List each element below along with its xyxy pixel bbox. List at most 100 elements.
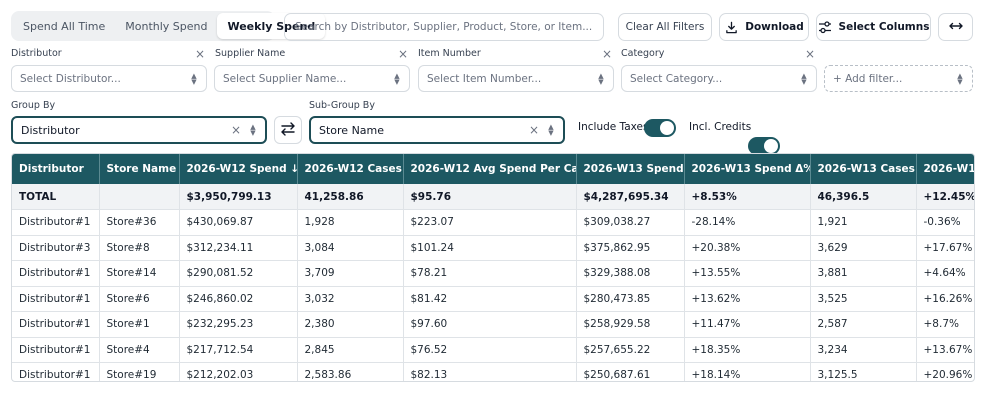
table-cell: $309,038.27 (576, 209, 685, 236)
clear-group-by-icon[interactable]: × (230, 123, 241, 137)
table-cell: 2,380 (297, 311, 404, 338)
supplier-filter-remove-icon[interactable]: × (398, 47, 409, 61)
category-filter-remove-icon[interactable]: × (805, 47, 816, 61)
chevron-up-down-icon: ▲ ▼ (801, 71, 807, 86)
column-header-w13-cases-delta[interactable]: 2026-W13 (916, 154, 974, 184)
chevron-up-down-icon: ▲ ▼ (191, 71, 197, 86)
table-cell: $217,712.54 (179, 337, 298, 363)
table-cell: $81.42 (403, 286, 577, 312)
table-cell: +18.14% (684, 362, 811, 381)
table-row[interactable]: Distributor#1 Store#4 $217,712.54 2,845 $76.… (12, 337, 974, 363)
item-number-filter-remove-icon[interactable]: × (602, 47, 613, 61)
swap-groups-button[interactable] (274, 116, 302, 144)
column-header-w12-spend[interactable]: 2026-W12 Spend ↓ (179, 154, 298, 184)
distributor-filter-label: Distributor (11, 48, 62, 59)
tab-monthly-spend[interactable]: Monthly Spend (125, 19, 208, 33)
table-cell: 2,845 (297, 337, 404, 363)
chevron-up-down-icon: ▲ ▼ (957, 71, 963, 86)
table-cell: Distributor#1 (12, 337, 100, 363)
table-cell: $246,860.02 (179, 286, 298, 312)
table-cell: Distributor#1 (12, 260, 100, 287)
include-taxes-toggle[interactable] (644, 119, 676, 137)
column-header-w12-cases[interactable]: 2026-W12 Cases (297, 154, 404, 184)
chevron-up-down-icon: ▲ ▼ (394, 71, 400, 86)
group-by-value: Distributor (21, 123, 80, 137)
expand-width-button[interactable] (938, 13, 973, 41)
distributor-filter-remove-icon[interactable]: × (195, 47, 206, 61)
add-filter-label: + Add filter... (833, 72, 903, 85)
table-row[interactable]: Distributor#1 Store#6 $246,860.02 3,032 $81.… (12, 286, 974, 312)
table-cell: +17.67% (916, 235, 974, 261)
clear-filters-button[interactable]: Clear All Filters (618, 13, 712, 41)
column-header-w13-cases[interactable]: 2026-W13 Cases (810, 154, 917, 184)
table-cell: $258,929.58 (576, 311, 685, 338)
table-cell: $78.21 (403, 260, 577, 287)
table-cell (99, 184, 180, 210)
total-row: TOTAL $3,950,799.13 41,258.86 $95.76 $4,… (12, 184, 974, 210)
column-header-w13-spend-delta[interactable]: 2026-W13 Spend Δ% (684, 154, 811, 184)
table-cell: $4,287,695.34 (576, 184, 685, 210)
column-header-w12-avg-spend[interactable]: 2026-W12 Avg Spend Per Case (403, 154, 577, 184)
chevron-up-down-icon: ▲ ▼ (250, 123, 256, 137)
table-cell: +4.64% (916, 260, 974, 287)
tab-spend-all-time[interactable]: Spend All Time (23, 19, 106, 33)
table-cell: $97.60 (403, 311, 577, 338)
table-cell: $375,862.95 (576, 235, 685, 261)
table-row[interactable]: Distributor#1 Store#1 $232,295.23 2,380 $97.… (12, 311, 974, 338)
table-cell: $430,069.87 (179, 209, 298, 236)
distributor-select-placeholder: Select Distributor... (20, 72, 121, 85)
search-input[interactable] (295, 21, 593, 33)
table-cell: +13.55% (684, 260, 811, 287)
table-cell: $212,202.03 (179, 362, 298, 381)
clear-filters-label: Clear All Filters (625, 21, 705, 33)
table-cell: 41,258.86 (297, 184, 404, 210)
incl-credits-label: Incl. Credits (689, 121, 752, 133)
table-cell: $329,388.08 (576, 260, 685, 287)
incl-credits-toggle[interactable] (748, 137, 780, 155)
table-row[interactable]: Distributor#1 Store#14 $290,081.52 3,709 $78… (12, 260, 974, 287)
table-cell: +18.35% (684, 337, 811, 363)
table-cell: $76.52 (403, 337, 577, 363)
download-icon (724, 20, 738, 34)
category-filter-label: Category (621, 48, 665, 59)
supplier-filter-label: Supplier Name (215, 48, 286, 59)
group-by-label: Group By (11, 100, 56, 111)
supplier-select[interactable]: Select Supplier Name... ▲ ▼ (214, 65, 410, 92)
table-row[interactable]: Distributor#1 Store#36 $430,069.87 1,928 $22… (12, 209, 974, 236)
item-number-select[interactable]: Select Item Number... ▲ ▼ (418, 65, 614, 92)
column-header-store-name[interactable]: Store Name (99, 154, 180, 184)
table-cell: $290,081.52 (179, 260, 298, 287)
clear-sub-group-by-icon[interactable]: × (528, 123, 539, 137)
table-row[interactable]: Distributor#3 Store#8 $312,234.11 3,084 $101… (12, 235, 974, 261)
column-header-distributor[interactable]: Distributor (12, 154, 100, 184)
table-cell: $223.07 (403, 209, 577, 236)
table-cell: 2,587 (810, 311, 917, 338)
chevron-up-down-icon: ▲ ▼ (598, 71, 604, 86)
sliders-icon (818, 20, 832, 34)
group-by-select[interactable]: Distributor × ▲ ▼ (11, 116, 267, 144)
add-filter-button[interactable]: + Add filter... ▲ ▼ (824, 65, 973, 92)
distributor-select[interactable]: Select Distributor... ▲ ▼ (11, 65, 207, 92)
download-label: Download (745, 21, 804, 33)
table-cell: +20.96% (916, 362, 974, 381)
search-box (284, 13, 604, 41)
table-row[interactable]: Distributor#1 Store#19 $212,202.03 2,583.86… (12, 362, 974, 381)
category-select[interactable]: Select Category... ▲ ▼ (621, 65, 817, 92)
download-button[interactable]: Download (719, 13, 809, 41)
select-columns-button[interactable]: Select Columns (816, 13, 931, 41)
table-cell: 1,928 (297, 209, 404, 236)
table-cell: 1,921 (810, 209, 917, 236)
table-cell: 3,032 (297, 286, 404, 312)
table-cell: 3,125.5 (810, 362, 917, 381)
column-header-w13-spend[interactable]: 2026-W13 Spend (576, 154, 685, 184)
table-cell: TOTAL (12, 184, 100, 210)
table-cell: Distributor#1 (12, 209, 100, 236)
sub-group-by-value: Store Name (319, 123, 385, 137)
table-cell: Store#1 (99, 311, 180, 338)
table-cell: +8.53% (684, 184, 811, 210)
table-cell: 3,709 (297, 260, 404, 287)
table-cell: +13.67% (916, 337, 974, 363)
sub-group-by-select[interactable]: Store Name × ▲ ▼ (309, 116, 565, 144)
table-cell: Distributor#1 (12, 311, 100, 338)
chevron-up-down-icon: ▲ ▼ (548, 123, 554, 137)
